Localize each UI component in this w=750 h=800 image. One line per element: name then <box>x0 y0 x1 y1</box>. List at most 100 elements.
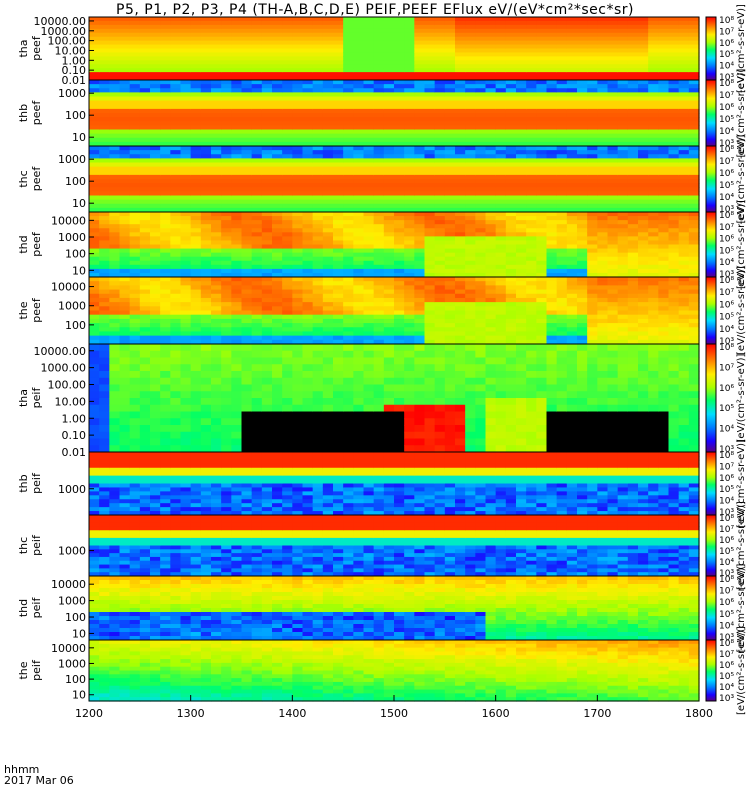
colorbar-units-label: [eV/(cm²-s-sr-eV)] <box>736 563 747 652</box>
colorbar-tick-label: 10⁵ <box>719 672 734 682</box>
y-tick-label: 0.10 <box>62 429 87 442</box>
y-tick-label: 100.00 <box>48 379 87 392</box>
colorbar-tick-label: 10⁸ <box>719 145 734 155</box>
y-tick-label: 0.01 <box>62 74 87 87</box>
colorbar-tick-label: 10⁷ <box>719 525 734 535</box>
y-tick-label: 10000 <box>51 642 86 655</box>
colorbar-tick-label: 10⁶ <box>719 39 734 49</box>
colorbar-units-label: [eV/(cm²-s-sr-eV)] <box>736 134 747 223</box>
colorbar-tick-label: 10⁸ <box>719 16 734 26</box>
y-tick-label: 1000 <box>58 595 86 608</box>
y-tick-label: 1000.00 <box>41 362 87 375</box>
y-tick-label: 10000.00 <box>34 345 87 358</box>
colorbar <box>705 514 717 577</box>
colorbar-tick-label: 10³ <box>719 508 734 518</box>
colorbar-tick-label: 10⁴ <box>719 325 734 335</box>
x-tick-label: 1200 <box>75 707 103 720</box>
y-axis-label-quantity: peif <box>30 659 43 681</box>
colorbar-tick-label: 10⁴ <box>719 62 734 72</box>
y-axis-label: the <box>17 661 30 679</box>
colorbar-tick-label: 10⁷ <box>719 363 734 373</box>
colorbar-tick-label: 10⁵ <box>719 485 734 495</box>
colorbar-tick-label: 10⁵ <box>719 404 734 414</box>
colorbar-tick-label: 10⁶ <box>719 103 734 113</box>
chart-title: P5, P1, P2, P3, P4 (TH-A,B,C,D,E) PEIF,P… <box>116 2 634 18</box>
y-tick-label: 1000 <box>58 483 86 496</box>
colorbar <box>705 145 717 213</box>
x-tick-label: 1700 <box>583 707 611 720</box>
colorbar-tick-label: 10⁴ <box>719 683 734 693</box>
y-axis-label: thc <box>17 170 30 187</box>
y-axis-label-quantity: peif <box>30 472 43 494</box>
y-axis-label-quantity: peef <box>30 166 43 192</box>
colorbar-tick-label: 10⁴ <box>719 425 734 435</box>
colorbar <box>705 211 717 278</box>
colorbar-tick-label: 10⁵ <box>719 246 734 256</box>
colorbar-tick-label: 10⁵ <box>719 313 734 323</box>
y-tick-label: 1000 <box>58 153 86 166</box>
y-tick-label: 1000 <box>58 657 86 670</box>
colorbar-tick-label: 10³ <box>719 633 734 643</box>
y-axis-label-quantity: peef <box>30 231 43 257</box>
x-tick-label: 1600 <box>482 707 510 720</box>
colorbar-tick-label: 10⁵ <box>719 610 734 620</box>
y-tick-label: 10000 <box>51 281 86 294</box>
y-axis-label: tha <box>17 389 30 407</box>
panel-the-peef: 10000 1000 100 the peef 10⁸ 10⁷ 10⁶ 10⁵ 10⁴ 10³ [eV… <box>17 266 747 355</box>
colorbar-tick-label: 10³ <box>719 73 734 83</box>
colorbar-tick-label: 10⁷ <box>719 157 734 167</box>
y-tick-label: 10 <box>72 131 86 144</box>
colorbar <box>705 451 717 516</box>
colorbar-tick-label: 10⁸ <box>719 639 734 649</box>
colorbar-tick-label: 10³ <box>719 569 734 579</box>
colorbar-tick-label: 10³ <box>719 205 734 215</box>
colorbar-tick-label: 10⁴ <box>719 193 734 203</box>
y-axis-label: thb <box>17 104 30 122</box>
x-axis: 1200 1300 1400 1500 1600 1700 1800 <box>75 695 713 720</box>
y-axis-label: thd <box>17 599 30 617</box>
colorbar-tick-label: 10³ <box>719 139 734 149</box>
x-axis-label: hhmm <box>4 763 40 776</box>
colorbar-units-label: [eV/(cm²-s-sr-eV)] <box>736 501 747 590</box>
colorbar-tick-label: 10⁴ <box>719 621 734 631</box>
colorbar-tick-label: 10⁴ <box>719 558 734 568</box>
colorbar <box>705 343 717 453</box>
y-axis-label: the <box>17 301 30 319</box>
colorbar-tick-label: 10⁶ <box>719 300 734 310</box>
colorbar <box>705 16 717 81</box>
x-tick-label: 1500 <box>380 707 408 720</box>
y-tick-label: 1000.00 <box>41 25 87 38</box>
colorbar <box>705 639 717 702</box>
y-tick-label: 1000 <box>58 87 86 100</box>
colorbar-tick-label: 10⁷ <box>719 650 734 660</box>
y-tick-label: 10.00 <box>55 395 87 408</box>
y-tick-label: 0.01 <box>62 446 87 459</box>
y-tick-label: 0.10 <box>62 64 87 77</box>
colorbar-tick-label: 10⁷ <box>719 288 734 298</box>
colorbar-units-label: [eV/(cm²-s-sr-eV)] <box>736 353 747 442</box>
colorbar-tick-label: 10³ <box>719 694 734 704</box>
y-tick-label: 1.00 <box>62 54 87 67</box>
y-tick-label: 10.00 <box>55 44 87 57</box>
x-tick-label: 1300 <box>177 707 205 720</box>
y-tick-label: 10 <box>72 197 86 210</box>
y-tick-label: 1000 <box>58 545 86 558</box>
y-axis-label-quantity: peef <box>30 297 43 323</box>
y-tick-label: 1000 <box>58 300 86 313</box>
y-tick-label: 100 <box>65 109 86 122</box>
colorbar-tick-label: 10⁸ <box>719 451 734 461</box>
colorbar-tick-label: 10³ <box>719 337 734 347</box>
colorbar-units-label: [eV/(cm²-s-sr-eV)] <box>736 4 747 93</box>
colorbar-tick-label: 10³ <box>719 270 734 280</box>
y-tick-label: 10000 <box>51 214 86 227</box>
colorbar-tick-label: 10⁷ <box>719 587 734 597</box>
colorbar-tick-label: 10⁶ <box>719 169 734 179</box>
y-tick-label: 100 <box>65 319 86 332</box>
y-axis-label-quantity: peif <box>30 387 43 409</box>
colorbar-tick-label: 10⁷ <box>719 91 734 101</box>
